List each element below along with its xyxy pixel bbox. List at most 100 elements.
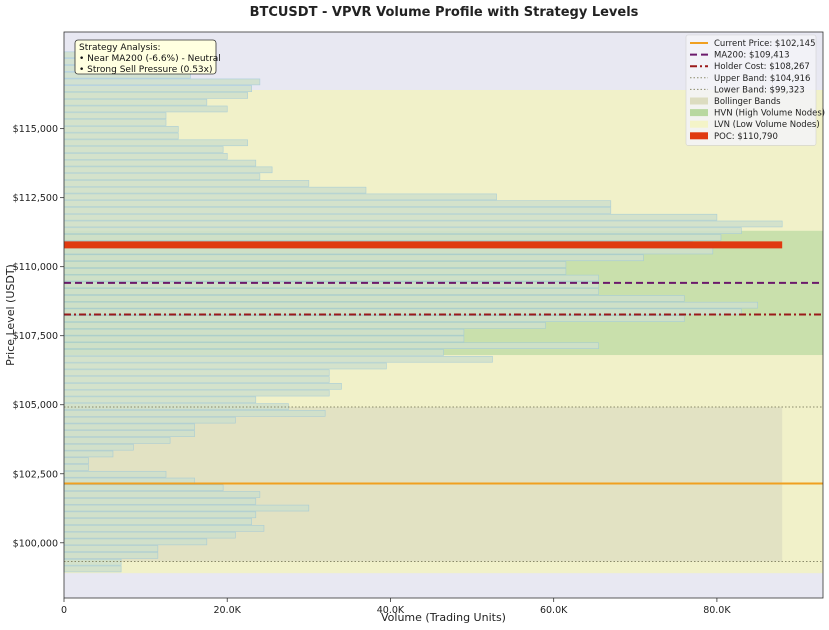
volume-bar: [63, 362, 387, 370]
volume-bar: [63, 173, 261, 180]
volume-bar: [63, 180, 310, 187]
volume-bar: [63, 349, 444, 356]
y-tick-label: $115,000: [13, 124, 58, 135]
annotation-line: • Near MA200 (-6.6%) - Neutral: [79, 54, 221, 64]
strategy-annotation-box: Strategy Analysis: • Near MA200 (-6.6%) …: [74, 39, 221, 75]
volume-bar: [63, 525, 265, 532]
x-tick-label: 0: [61, 605, 67, 616]
volume-bar: [63, 139, 248, 147]
legend-patch-swatch: [690, 132, 708, 140]
legend-item: Upper Band: $104,916: [690, 74, 810, 84]
legend-label: LVN (Low Volume Nodes): [714, 120, 820, 130]
volume-bar: [63, 247, 714, 255]
volume-bar: [63, 315, 685, 322]
volume-bar: [63, 295, 685, 302]
legend-frame: [685, 34, 817, 146]
legend-patch-swatch: [690, 97, 708, 105]
volume-bar: [63, 443, 134, 451]
x-tick-label: 60.0K: [540, 605, 568, 616]
volume-bar: [63, 288, 599, 295]
legend-label: Bollinger Bands: [714, 97, 781, 107]
volume-bar: [63, 538, 208, 546]
y-tick-label: $105,000: [13, 400, 58, 411]
y-tick-label: $110,000: [13, 262, 58, 273]
annotation-title: Strategy Analysis:: [79, 43, 161, 53]
volume-bar: [63, 119, 167, 126]
volume-bar: [63, 146, 224, 153]
volume-bar: [63, 274, 599, 282]
legend-item: Bollinger Bands: [690, 97, 781, 107]
x-tick-label: 40.0K: [377, 605, 405, 616]
volume-bar: [63, 153, 228, 160]
volume-bar: [63, 369, 330, 377]
y-axis-label: Price Level (USDT): [4, 264, 17, 366]
legend-label: Holder Cost: $108,267: [714, 62, 810, 72]
chart-title: BTCUSDT - VPVR Volume Profile with Strat…: [250, 5, 639, 20]
volume-bar: [63, 328, 465, 336]
volume-bar: [63, 301, 759, 309]
volume-bar: [63, 234, 722, 241]
volume-bar: [63, 376, 330, 383]
volume-bar: [63, 423, 195, 431]
volume-bar: [63, 518, 253, 525]
volume-bar: [63, 511, 257, 519]
x-tick-label: 80.0K: [703, 605, 731, 616]
volume-bar: [63, 410, 326, 417]
volume-bar: [63, 484, 224, 492]
volume-bar: [63, 552, 159, 559]
legend-label: POC: $110,790: [714, 132, 778, 142]
volume-bar: [63, 186, 367, 194]
volume-bar: [63, 565, 122, 573]
legend-item: Current Price: $102,145: [690, 39, 816, 49]
legend-label: MA200: $109,413: [714, 51, 790, 61]
y-axis-ticks: $100,000 $102,500 $105,000 $107,500 $110,000…: [13, 124, 64, 549]
volume-bar: [63, 254, 644, 262]
volume-bar: [63, 437, 171, 444]
plot-frame: [63, 31, 824, 599]
volume-bar: [63, 322, 546, 329]
volume-bar: [63, 383, 342, 390]
x-axis-label: Volume (Trading Units): [381, 611, 506, 624]
y-tick-label: $100,000: [13, 538, 58, 549]
legend-label: HVN (High Volume Nodes): [714, 109, 825, 119]
legend-item: POC: $110,790: [690, 132, 778, 142]
x-tick-label: 20.0K: [214, 605, 242, 616]
volume-bar: [63, 396, 257, 404]
volume-bar: [63, 261, 567, 268]
volume-bar: [63, 389, 330, 397]
volume-bar: [63, 464, 89, 471]
volume-bar: [63, 200, 612, 207]
volume-bar: [63, 450, 114, 458]
legend-item: LVN (Low Volume Nodes): [690, 120, 820, 130]
y-tick-label: $107,500: [13, 331, 58, 342]
volume-bar: [63, 213, 718, 221]
volume-bar: [63, 531, 236, 539]
legend-label: Upper Band: $104,916: [714, 74, 810, 84]
volume-bar: [63, 125, 179, 133]
legend-label: Current Price: $102,145: [714, 39, 816, 49]
legend-item: MA200: $109,413: [690, 51, 790, 61]
volume-bar: [63, 92, 248, 99]
volume-bar: [63, 105, 228, 113]
volume-bar: [63, 220, 783, 228]
volume-bar: [63, 227, 742, 235]
volume-bar: [63, 457, 89, 464]
legend-item: Lower Band: $99,323: [690, 85, 805, 95]
volume-bar: [63, 470, 167, 478]
chart-legend: Current Price: $102,145 MA200: $109,413Ho…: [685, 34, 825, 146]
poc-bar: [64, 241, 783, 249]
volume-bar: [63, 342, 599, 349]
volume-bar: [63, 159, 257, 167]
volume-bar: [63, 335, 465, 343]
volume-bar: [63, 166, 273, 174]
volume-bar: [63, 268, 567, 275]
volume-bar: [63, 498, 257, 505]
volume-bar: [63, 491, 261, 498]
volume-bar: [63, 504, 310, 512]
volume-bar: [63, 558, 122, 566]
y-tick-label: $102,500: [13, 469, 58, 480]
legend-item: Holder Cost: $108,267: [690, 62, 810, 72]
volume-bar: [63, 545, 159, 552]
